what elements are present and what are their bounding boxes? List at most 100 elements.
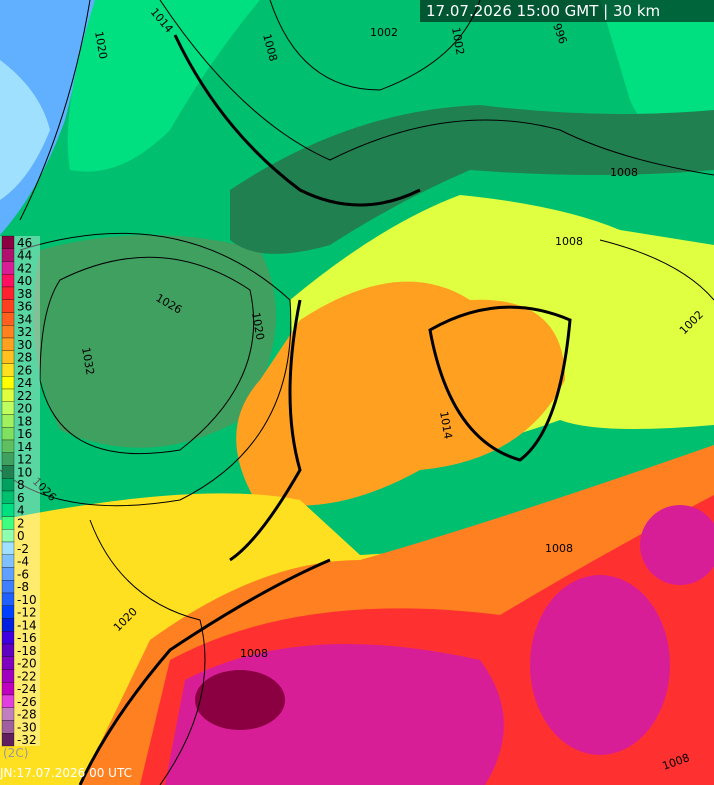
legend-swatch (1, 325, 15, 339)
legend-swatch (1, 401, 15, 415)
legend-label: -10 (17, 593, 37, 607)
legend-label: -18 (17, 644, 37, 658)
legend-swatch (1, 439, 15, 453)
legend-label: 8 (17, 478, 25, 492)
legend-label: 0 (17, 529, 25, 543)
legend-label: 10 (17, 465, 32, 479)
cold-field-2 (0, 60, 50, 200)
legend-swatch (1, 312, 15, 326)
sahara-core (195, 670, 285, 730)
legend-label: 46 (17, 236, 32, 250)
thick-lines (78, 34, 572, 785)
isobar-label: 1020 (92, 30, 110, 60)
legend-label: 44 (17, 249, 32, 263)
isobar-label: 1032 (79, 346, 97, 376)
legend-label: 34 (17, 312, 32, 326)
legend-label: 32 (17, 325, 32, 339)
legend-label: 2 (17, 516, 25, 530)
legend-label: 38 (17, 287, 32, 301)
legend-label: -4 (17, 555, 29, 569)
header-box (420, 0, 714, 22)
legend-label: -32 (17, 733, 37, 747)
legend-label: -14 (17, 618, 37, 632)
legend-swatch (1, 478, 15, 492)
legend-swatch (1, 631, 15, 645)
legend-note: (2C) (3, 746, 28, 760)
legend-swatch (1, 529, 15, 543)
legend-label: 26 (17, 363, 32, 377)
legend-swatch (1, 682, 15, 696)
isobar-label: 1002 (449, 26, 467, 56)
legend-swatch (1, 427, 15, 441)
legend-label: 18 (17, 414, 32, 428)
legend-swatch (1, 465, 15, 479)
iran-field (640, 505, 714, 585)
legend-swatch (1, 541, 15, 555)
legend: 4644424038363432302826242220181614121086… (0, 236, 40, 747)
legend-swatch (1, 656, 15, 670)
legend-swatch (1, 567, 15, 581)
legend-label: 12 (17, 453, 32, 467)
legend-label: 28 (17, 351, 32, 365)
legend-swatch (1, 299, 15, 313)
legend-label: 22 (17, 389, 32, 403)
legend-swatch (1, 516, 15, 530)
isobar-label: 1008 (555, 235, 583, 248)
legend-label: 36 (17, 300, 32, 314)
isobar-label: 1008 (240, 647, 268, 660)
legend-swatch (1, 720, 15, 734)
legend-swatch (1, 350, 15, 364)
legend-swatch (1, 554, 15, 568)
isobar-label: 1002 (370, 26, 398, 39)
legend-label: 40 (17, 274, 32, 288)
isobar-label: 1008 (610, 166, 638, 179)
legend-swatch (1, 337, 15, 351)
legend-swatch (1, 503, 15, 517)
legend-label: -22 (17, 669, 37, 683)
arabia-field (530, 575, 670, 755)
legend-swatch (1, 235, 15, 249)
legend-label: 30 (17, 338, 32, 352)
legend-swatch (1, 605, 15, 619)
legend-swatch (1, 618, 15, 632)
legend-swatch (1, 274, 15, 288)
legend-label: 14 (17, 440, 32, 454)
legend-label: -6 (17, 567, 29, 581)
legend-swatch (1, 388, 15, 402)
legend-swatch (1, 580, 15, 594)
legend-swatch (1, 363, 15, 377)
legend-swatch (1, 592, 15, 606)
legend-swatch (1, 707, 15, 721)
legend-swatch (1, 286, 15, 300)
atlantic-field (33, 235, 277, 448)
legend-label: -16 (17, 631, 37, 645)
legend-label: -20 (17, 657, 37, 671)
legend-swatch (1, 694, 15, 708)
legend-swatch (1, 452, 15, 466)
legend-label: 24 (17, 376, 32, 390)
legend-swatch (1, 669, 15, 683)
legend-swatch (1, 733, 15, 747)
legend-swatch (1, 261, 15, 275)
legend-label: 6 (17, 491, 25, 505)
legend-label: -24 (17, 682, 37, 696)
legend-swatch (1, 643, 15, 657)
legend-label: -30 (17, 720, 37, 734)
legend-label: 20 (17, 402, 32, 416)
legend-label: 4 (17, 504, 25, 518)
legend-label: -28 (17, 708, 37, 722)
legend-label: -8 (17, 580, 29, 594)
legend-swatch (1, 414, 15, 428)
legend-label: 42 (17, 261, 32, 275)
legend-label: -2 (17, 542, 29, 556)
cool-band (230, 105, 714, 254)
isobar-label: 1014 (437, 410, 455, 440)
run-info: JN:17.07.2026 00 UTC (0, 766, 132, 780)
legend-label: -26 (17, 695, 37, 709)
warm-field (236, 281, 566, 506)
legend-swatch (1, 376, 15, 390)
isobar-label: 1008 (545, 542, 573, 555)
legend-label: -12 (17, 606, 37, 620)
